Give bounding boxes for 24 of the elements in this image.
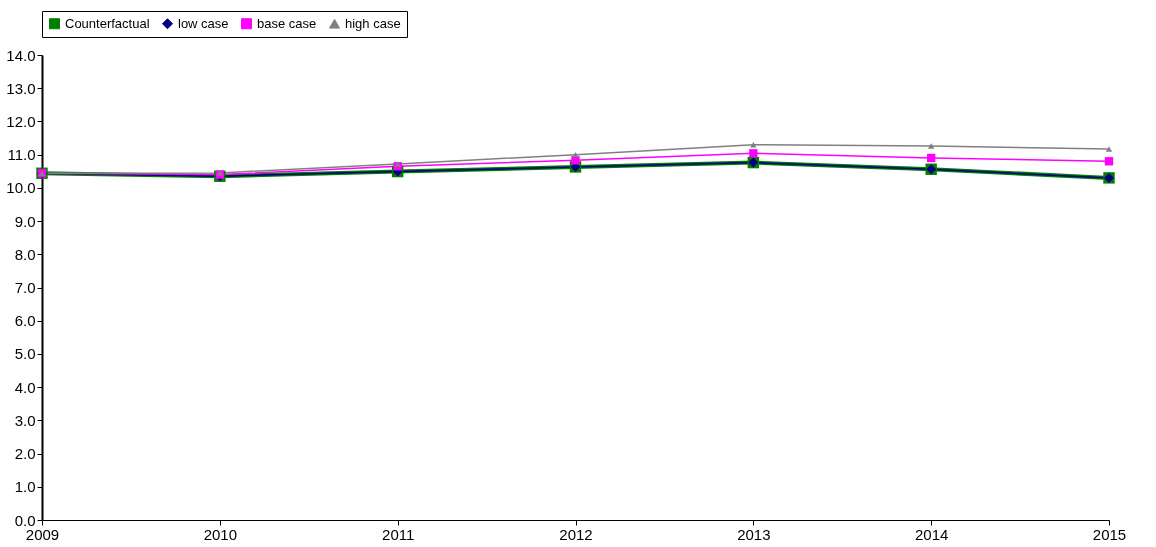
x-tick-label: 2011 [382,525,415,543]
x-tick-label: 2013 [737,525,771,543]
y-tick-label: 6.0 [14,312,36,330]
y-tick-label: 8.0 [14,245,36,263]
legend-label: Counterfactual [65,15,150,31]
y-tick-label: 4.0 [14,378,36,396]
y-tick-label: 2.0 [14,445,36,463]
y-tick-label: 14.0 [6,46,36,64]
y-tick-label: 7.0 [14,279,36,296]
x-tick-label: 2012 [559,525,593,543]
y-tick-label: 9.0 [14,212,36,230]
y-tick-label: 11.0 [7,146,36,164]
x-tick-label: 2014 [914,525,949,543]
x-tick-label: 2015 [1092,525,1127,543]
legend-label: base case [257,15,317,31]
y-tick-label: 10.0 [6,179,36,197]
x-tick-label: 2010 [203,525,238,543]
y-tick-label: 1.0 [14,478,36,496]
y-tick-label: 5.0 [14,345,36,363]
legend-label: high case [345,15,401,31]
legend-label: low case [178,15,229,31]
y-tick-label: 3.0 [14,411,36,429]
y-tick-label: 12.0 [6,112,36,130]
y-tick-label: 13.0 [6,79,36,97]
